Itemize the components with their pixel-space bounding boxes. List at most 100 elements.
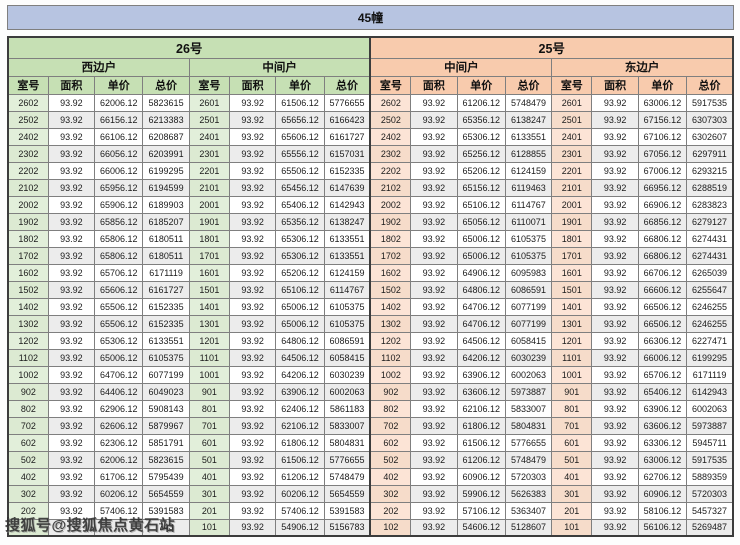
total-price-cell: 6002063: [504, 365, 553, 384]
total-price-cell: 6246255: [686, 297, 734, 316]
unit-price-cell: 65856.12: [94, 212, 144, 231]
room-cell: 1202: [369, 331, 412, 350]
area-cell: 93.92: [47, 331, 96, 350]
room-cell: 1401: [551, 297, 593, 316]
area-cell: 93.92: [410, 348, 458, 367]
room-cell: 1202: [7, 331, 49, 350]
col-header-area: 面积: [410, 75, 458, 95]
total-price-cell: 6265039: [686, 263, 734, 282]
area-cell: 93.92: [228, 433, 277, 452]
unit-price-cell: 65556.12: [275, 144, 325, 163]
room-cell: 2602: [7, 93, 49, 112]
unit-price-cell: 59906.12: [456, 484, 506, 503]
total-price-cell: 6002063: [686, 399, 734, 418]
room-cell: 401: [188, 467, 230, 486]
area-cell: 93.92: [410, 331, 458, 350]
area-cell: 93.92: [591, 212, 639, 231]
total-price-cell: 5156783: [323, 518, 371, 537]
room-cell: 2202: [7, 161, 49, 180]
total-price-cell: 6077199: [504, 297, 553, 316]
room-cell: 2001: [188, 195, 230, 214]
unit-price-cell: 63906.12: [637, 399, 688, 418]
total-price-cell: 6119463: [504, 178, 553, 197]
room-cell: 901: [188, 382, 230, 401]
area-cell: 93.92: [47, 382, 96, 401]
room-cell: 202: [369, 501, 412, 520]
room-cell: 1301: [551, 314, 593, 333]
unit-price-cell: 61206.12: [456, 450, 506, 469]
total-price-cell: 6086591: [323, 331, 371, 350]
room-cell: 2201: [551, 161, 593, 180]
room-cell: 1801: [551, 229, 593, 248]
total-price-cell: 6227471: [686, 331, 734, 350]
total-price-cell: 6166423: [323, 110, 371, 129]
total-price-cell: 6133551: [323, 229, 371, 248]
room-cell: 2402: [7, 127, 49, 146]
room-cell: 1502: [7, 280, 49, 299]
area-cell: 93.92: [47, 399, 96, 418]
unit-price-cell: 62106.12: [456, 399, 506, 418]
room-cell: 802: [7, 399, 49, 418]
total-price-cell: 6105375: [504, 229, 553, 248]
room-cell: 2301: [188, 144, 230, 163]
total-price-cell: 6105375: [504, 246, 553, 265]
area-cell: 93.92: [410, 93, 458, 112]
room-cell: 1702: [7, 246, 49, 265]
col-header-room: 室号: [7, 75, 49, 95]
area-cell: 93.92: [591, 365, 639, 384]
total-price-cell: 5626383: [504, 484, 553, 503]
area-cell: 93.92: [228, 297, 277, 316]
unit-price-cell: 60206.12: [275, 484, 325, 503]
room-cell: 1001: [188, 365, 230, 384]
building-title-bar: 45幢: [7, 5, 734, 30]
total-price-cell: 6293215: [686, 161, 734, 180]
room-cell: 2502: [369, 110, 412, 129]
col-header-room: 室号: [188, 75, 230, 95]
room-cell: 1102: [369, 348, 412, 367]
unit-price-cell: 65306.12: [275, 246, 325, 265]
table-row: 1502 93.92 65606.12 6161727 1501 93.92 65106.1…: [7, 280, 734, 299]
total-price-cell: 5804831: [323, 433, 371, 452]
section-header-25: 25号: [369, 36, 734, 59]
unit-price-cell: 65106.12: [456, 195, 506, 214]
unit-price-cell: 56106.12: [637, 518, 688, 537]
price-table: 26号 25号 西边户 中间户 中间户 东边户 室号 面积 单价 总价 室号 面…: [7, 36, 734, 537]
room-cell: 1602: [369, 263, 412, 282]
area-cell: 93.92: [410, 314, 458, 333]
room-cell: 2201: [188, 161, 230, 180]
total-price-cell: 5363407: [504, 501, 553, 520]
room-cell: 301: [551, 484, 593, 503]
room-cell: 1902: [7, 212, 49, 231]
area-cell: 93.92: [410, 178, 458, 197]
total-price-cell: 5917535: [686, 450, 734, 469]
total-price-cell: 5748479: [504, 450, 553, 469]
table-row: 2302 93.92 66056.12 6203991 2301 93.92 65556.1…: [7, 144, 734, 163]
unit-price-cell: 64206.12: [456, 348, 506, 367]
total-price-cell: 6302607: [686, 127, 734, 146]
room-cell: 902: [369, 382, 412, 401]
unit-price-cell: 65006.12: [456, 246, 506, 265]
total-price-cell: 6189903: [142, 195, 190, 214]
room-cell: 202: [7, 501, 49, 520]
total-price-cell: 5804831: [504, 416, 553, 435]
total-price-cell: 6288519: [686, 178, 734, 197]
col-header-area: 面积: [591, 75, 639, 95]
total-price-cell: 6208687: [142, 127, 190, 146]
total-price-cell: 6157031: [323, 144, 371, 163]
unit-price-cell: 66106.12: [94, 127, 144, 146]
area-cell: 93.92: [591, 280, 639, 299]
area-cell: 93.92: [410, 467, 458, 486]
room-cell: 1802: [7, 229, 49, 248]
total-price-cell: 6124159: [323, 263, 371, 282]
area-cell: 93.92: [228, 484, 277, 503]
area-cell: 93.92: [47, 195, 96, 214]
area-cell: 93.92: [591, 195, 639, 214]
room-cell: 1301: [188, 314, 230, 333]
total-price-cell: 6105375: [323, 314, 371, 333]
room-cell: 2601: [551, 93, 593, 112]
area-cell: 93.92: [591, 433, 639, 452]
unit-price-cell: 63606.12: [637, 416, 688, 435]
col-header-unit-price: 单价: [94, 75, 144, 95]
unit-price-cell: 65806.12: [94, 246, 144, 265]
room-cell: 602: [369, 433, 412, 452]
